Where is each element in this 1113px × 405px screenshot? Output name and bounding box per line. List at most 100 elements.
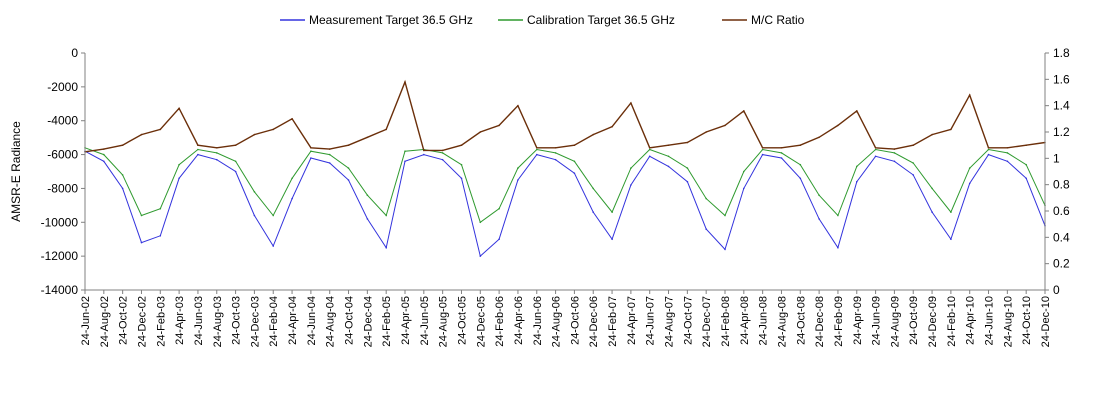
series-0-point <box>818 218 820 220</box>
x-tick-label: 24-Aug-07 <box>664 296 676 347</box>
series-1-point <box>667 155 670 158</box>
series-1-point <box>686 167 689 169</box>
y-axis-right: 1.8 1.6 1.4 1.2 1 0.8 0.6 0.4 0.2 0 <box>1045 46 1070 297</box>
x-tick-label: 24-Aug-02 <box>99 296 111 347</box>
series-0-point <box>479 255 482 257</box>
series-line-0 <box>84 150 1046 258</box>
series-1-point <box>780 152 783 154</box>
y-tick-label: 0 <box>71 46 78 60</box>
series-0-point <box>366 218 369 220</box>
y2-tick-label: 0.8 <box>1053 178 1070 192</box>
series-2-point <box>216 147 218 149</box>
series-2-point <box>950 128 952 131</box>
x-tick-label: 24-Dec-03 <box>249 296 261 347</box>
series-2-point <box>1006 147 1009 149</box>
x-tick-label: 24-Apr-08 <box>739 296 751 345</box>
series-2-point <box>441 149 444 152</box>
series-0-point <box>837 246 839 249</box>
series-0-point <box>385 246 388 249</box>
series-0-point <box>291 197 293 200</box>
series-1-point <box>197 148 199 151</box>
x-tick-label: 24-Dec-10 <box>1040 296 1052 347</box>
x-tick-label: 24-Apr-07 <box>626 296 638 345</box>
x-tick-label: 24-Dec-09 <box>927 296 939 347</box>
series-2-point <box>931 133 933 136</box>
x-tick-label: 24-Jun-04 <box>306 296 318 346</box>
series-1-point <box>441 152 444 154</box>
x-tick-label: 24-Aug-04 <box>325 296 337 347</box>
series-1-point <box>234 160 237 163</box>
series-0-point <box>441 158 444 161</box>
x-tick-label: 24-Apr-04 <box>287 296 299 345</box>
y-tick-label: -6000 <box>47 148 78 162</box>
series-2-point <box>423 149 425 152</box>
series-2-point <box>743 110 745 112</box>
series-0-point <box>216 158 218 161</box>
series-0-point <box>310 157 312 159</box>
series-2-point <box>592 133 594 136</box>
series-0-point <box>178 177 180 180</box>
series-1-point <box>724 214 726 217</box>
series-1-point <box>347 167 350 169</box>
series-1-point <box>216 152 218 154</box>
series-1-point <box>987 148 990 151</box>
series-1-point <box>404 150 406 152</box>
series-2-point <box>818 136 820 139</box>
y-tick-label: -12000 <box>41 249 79 263</box>
series-2-point <box>385 128 388 131</box>
series-2-point <box>479 131 482 133</box>
x-tick-label: 24-Feb-06 <box>494 296 506 347</box>
series-1-point <box>592 187 594 190</box>
x-tick-label: 24-Dec-02 <box>136 296 148 347</box>
series-1-point <box>1006 152 1009 154</box>
series-2-point <box>234 144 237 146</box>
y-tick-label: -2000 <box>47 80 78 94</box>
series-1-point <box>310 150 312 152</box>
series-2-point <box>667 144 670 146</box>
x-tick-label: 24-Dec-05 <box>475 296 487 347</box>
series-0-point <box>423 153 425 156</box>
series-1-point <box>479 221 482 224</box>
series-0-point <box>630 184 632 186</box>
series-1-point <box>460 163 463 166</box>
legend: Measurement Target 36.5 GHz Calibration T… <box>280 13 805 27</box>
x-tick-label: 24-Apr-09 <box>852 296 864 345</box>
series-0-point <box>611 238 613 240</box>
y2-tick-label: 1.8 <box>1053 46 1070 60</box>
series-2-point <box>686 141 689 144</box>
series-2-point <box>856 110 858 112</box>
series-1-point <box>140 214 143 217</box>
series-1-point <box>743 170 745 173</box>
x-tick-label: 24-Aug-03 <box>212 296 224 347</box>
series-0-point <box>968 182 971 185</box>
series-0-point <box>705 228 707 230</box>
series-1-point <box>178 163 180 166</box>
series-2-point <box>460 144 463 146</box>
series-1-point <box>536 148 538 151</box>
series-2-point <box>366 136 369 139</box>
series-2-point <box>121 144 124 146</box>
x-tick-label: 24-Apr-05 <box>400 296 412 345</box>
x-tick-label: 24-Jun-07 <box>645 296 657 346</box>
series-0-point <box>874 155 877 158</box>
x-tick-label: 24-Aug-06 <box>551 296 563 347</box>
x-tick-label: 24-Apr-10 <box>965 296 977 345</box>
series-2-point <box>197 144 199 146</box>
series-1-point <box>893 152 896 154</box>
series-0-point <box>573 172 576 174</box>
series-1-point <box>912 162 914 164</box>
series-0-point <box>667 165 670 168</box>
series-1-point <box>121 174 124 176</box>
series-group <box>84 79 1046 258</box>
series-0-point <box>517 179 519 181</box>
legend-label-0: Measurement Target 36.5 GHz <box>309 13 473 27</box>
series-0-point <box>253 214 256 217</box>
x-tick-label: 24-Feb-04 <box>268 296 280 347</box>
series-2-point <box>347 144 350 146</box>
series-0-point <box>799 177 802 180</box>
x-tick-label: 24-Oct-04 <box>344 296 356 345</box>
series-2-point <box>780 147 783 149</box>
series-2-point <box>498 124 500 127</box>
series-0-point <box>272 245 275 247</box>
